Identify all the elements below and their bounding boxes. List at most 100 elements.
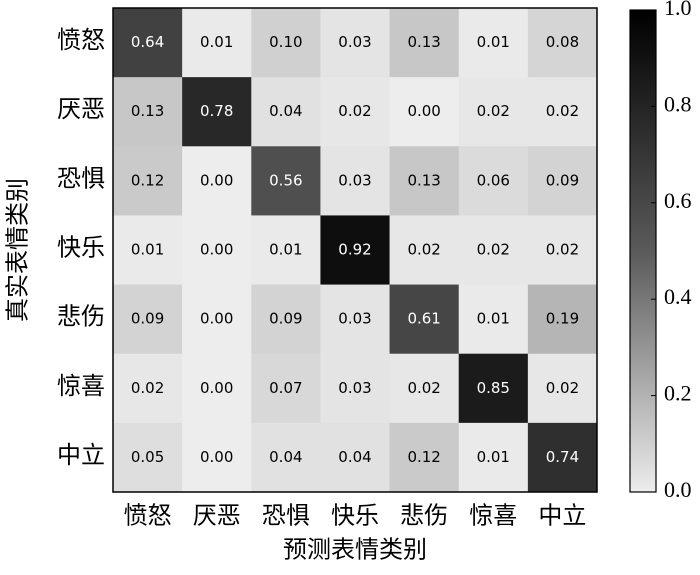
heatmap-cell (182, 146, 252, 216)
cell-value-label: 0.09 (269, 310, 302, 328)
heatmap-cell (182, 353, 252, 424)
heatmap-cell (182, 422, 252, 493)
x-tick-label: 愤怒 (124, 503, 172, 530)
y-tick-label: 悲伤 (57, 304, 105, 331)
cell-value-label: 0.13 (407, 171, 440, 189)
heatmap-cell (527, 215, 598, 286)
cell-value-label: 0.10 (269, 33, 302, 51)
colorbar-tick-label: 0.0 (664, 477, 692, 502)
colorbar-tick-label: 0.4 (664, 284, 692, 309)
cell-value-label: 0.07 (269, 379, 302, 397)
heatmap-cell (113, 77, 183, 147)
cell-value-label: 0.02 (546, 241, 579, 259)
heatmap-cell (251, 146, 321, 216)
cell-value-label: 0.00 (200, 171, 233, 189)
cell-value-label: 0.00 (200, 379, 233, 397)
cell-value-label: 0.08 (546, 33, 579, 51)
cell-value-label: 0.85 (477, 379, 510, 397)
cell-value-label: 0.00 (200, 241, 233, 259)
cell-value-label: 0.02 (407, 241, 440, 259)
heatmap-cell (320, 284, 391, 355)
heatmap-cell (113, 422, 183, 493)
heatmap-cell (320, 353, 391, 424)
heatmap-cell (458, 146, 529, 216)
cell-value-label: 0.01 (269, 241, 302, 259)
y-tick-label: 中立 (57, 442, 105, 469)
cell-value-label: 0.01 (131, 241, 164, 259)
colorbar-tick-label: 1.0 (664, 0, 692, 20)
heatmap-cell (182, 77, 252, 147)
heatmap-cell (527, 146, 598, 216)
cell-value-label: 0.00 (200, 310, 233, 328)
heatmap-cell (320, 422, 391, 493)
heatmap-cell (389, 8, 460, 78)
heatmap-cell (389, 422, 460, 493)
heatmap-cell (320, 146, 391, 216)
cell-value-label: 0.12 (407, 448, 440, 466)
cell-value-label: 0.19 (546, 310, 579, 328)
cell-value-label: 0.02 (477, 241, 510, 259)
x-tick-label: 惊喜 (469, 503, 517, 530)
cell-value-label: 0.13 (131, 102, 164, 120)
heatmap-cell (458, 284, 529, 355)
cell-value-label: 0.03 (338, 171, 371, 189)
cell-value-label: 0.13 (407, 33, 440, 51)
heatmap-cell (320, 215, 391, 286)
cell-value-label: 0.12 (131, 171, 164, 189)
cell-value-label: 0.01 (200, 33, 233, 51)
heatmap-cell (251, 353, 321, 424)
cell-value-label: 0.03 (338, 379, 371, 397)
heatmap-cell (458, 8, 529, 78)
heatmap-cell (527, 422, 598, 493)
heatmap-cell (527, 353, 598, 424)
heatmap-cell (389, 353, 460, 424)
heatmap-cell (458, 77, 529, 147)
x-axis-title: 预测表情类别 (283, 537, 427, 564)
heatmap-cell (182, 8, 252, 78)
cell-value-label: 0.03 (338, 310, 371, 328)
cell-value-label: 0.74 (546, 448, 579, 466)
cell-value-label: 0.00 (200, 448, 233, 466)
heatmap-cell (251, 215, 321, 286)
colorbar-tick-label: 0.2 (664, 381, 692, 406)
cell-value-label: 0.64 (131, 33, 164, 51)
heatmap-cell (320, 77, 391, 147)
heatmap-cell (113, 146, 183, 216)
heatmap-cell (251, 422, 321, 493)
cell-value-label: 0.09 (131, 310, 164, 328)
colorbar-tick-label: 0.8 (664, 91, 692, 116)
heatmap-cell (113, 284, 183, 355)
heatmap-cell (458, 215, 529, 286)
heatmap-cell (113, 8, 183, 78)
cell-value-label: 0.03 (338, 33, 371, 51)
y-tick-label: 恐惧 (57, 165, 105, 192)
cell-value-label: 0.05 (131, 448, 164, 466)
heatmap-cell (389, 77, 460, 147)
colorbar-tick-label: 0.6 (664, 188, 692, 213)
heatmap-cell (458, 353, 529, 424)
cell-value-label: 0.78 (200, 102, 233, 120)
cell-value-label: 0.01 (477, 448, 510, 466)
y-tick-label: 愤怒 (57, 27, 105, 54)
cell-value-label: 0.92 (338, 241, 371, 259)
x-tick-label: 中立 (538, 503, 586, 530)
cell-value-label: 0.04 (338, 448, 371, 466)
cell-value-label: 0.06 (477, 171, 510, 189)
heatmap-cell (251, 77, 321, 147)
heatmap-cell (527, 77, 598, 147)
cell-value-label: 0.09 (546, 171, 579, 189)
cell-value-label: 0.02 (338, 102, 371, 120)
cell-value-label: 0.56 (269, 171, 302, 189)
cell-value-label: 0.02 (407, 379, 440, 397)
y-tick-label: 惊喜 (57, 373, 105, 400)
cell-value-label: 0.04 (269, 102, 302, 120)
heatmap-cell (389, 284, 460, 355)
colorbar (629, 9, 657, 493)
heatmap-cell (320, 8, 391, 78)
heatmap-cell (527, 8, 598, 78)
heatmap-cell (389, 215, 460, 286)
cell-value-label: 0.02 (477, 102, 510, 120)
y-axis-title: 真实表情类别 (5, 178, 32, 322)
cell-value-label: 0.61 (407, 310, 440, 328)
